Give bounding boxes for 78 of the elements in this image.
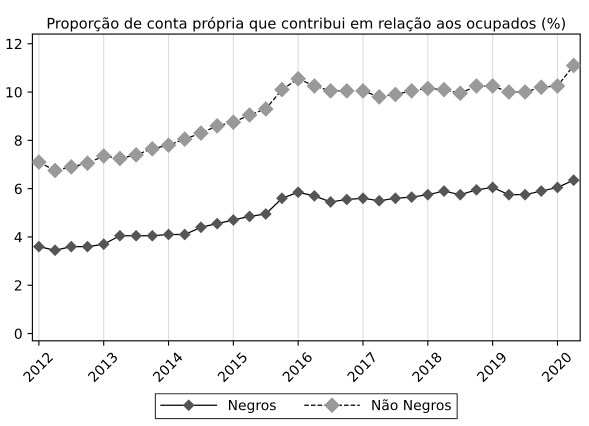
point [566, 58, 580, 74]
y-tick-label: 6 [14, 184, 22, 194]
point [517, 84, 533, 100]
legend-label: Negros [228, 400, 276, 413]
point [258, 101, 274, 117]
point [64, 159, 79, 174]
point [177, 132, 192, 147]
point [66, 241, 77, 252]
y-tick-label: 12 [6, 38, 22, 50]
y-tick-label: 0 [14, 328, 22, 340]
point [552, 182, 564, 194]
chart-title: Proporção de conta própria que contribui em relação aos ocupados (%) [48, 16, 565, 32]
point [519, 189, 531, 200]
point [290, 71, 306, 86]
point [179, 228, 190, 240]
point [226, 114, 241, 130]
point [470, 184, 482, 196]
point [568, 174, 580, 186]
point [195, 222, 207, 233]
point [162, 228, 174, 240]
point [306, 78, 322, 94]
point [388, 86, 403, 102]
point [503, 189, 514, 200]
point [210, 118, 225, 134]
point [420, 80, 436, 96]
y-tick-label: 2 [14, 280, 22, 291]
y-tick-label: 10 [6, 87, 22, 98]
point [454, 189, 466, 200]
legend-label: Não Negros [372, 399, 451, 413]
y-tick-label: 8 [14, 135, 22, 146]
point [487, 182, 498, 194]
point [146, 230, 158, 242]
point [49, 244, 61, 256]
point [436, 82, 452, 98]
point [341, 194, 352, 206]
point [160, 138, 176, 153]
point [242, 107, 258, 123]
point [33, 241, 44, 252]
point [128, 147, 144, 162]
point [404, 83, 420, 98]
point [228, 214, 239, 226]
point [98, 238, 110, 250]
point [276, 192, 288, 204]
point [468, 78, 484, 94]
point [550, 78, 566, 94]
point [82, 241, 94, 252]
point [323, 83, 338, 98]
point [308, 190, 320, 202]
point [452, 86, 468, 101]
point [355, 83, 371, 98]
point [372, 89, 387, 104]
point [339, 83, 354, 98]
point [96, 148, 112, 164]
point [130, 230, 142, 242]
point [422, 189, 434, 200]
point [244, 210, 256, 222]
point [390, 192, 402, 204]
point [374, 195, 385, 206]
point [274, 82, 290, 98]
point [144, 141, 160, 156]
point [485, 78, 500, 94]
point [48, 162, 63, 178]
point [324, 196, 336, 208]
point [292, 186, 304, 198]
point [438, 185, 450, 197]
y-tick-label: 4 [14, 232, 22, 242]
point [406, 191, 418, 203]
point [32, 154, 46, 170]
point [260, 208, 272, 220]
point [193, 126, 209, 141]
point [80, 156, 96, 171]
point [534, 80, 549, 95]
point [212, 218, 223, 230]
point [501, 84, 516, 100]
point [114, 230, 126, 242]
point [536, 185, 547, 197]
point [357, 192, 369, 204]
point [112, 150, 128, 166]
